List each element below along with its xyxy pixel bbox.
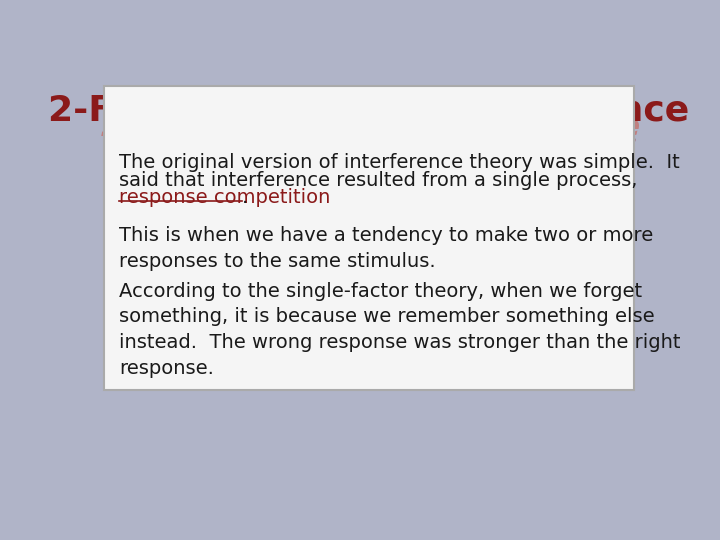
Text: According to the single-factor theory, when we forget
something, it is because w: According to the single-factor theory, w… xyxy=(120,281,681,378)
Text: response competition: response competition xyxy=(120,188,330,207)
Text: The original version of interference theory was simple.  It: The original version of interference the… xyxy=(120,153,680,172)
Text: Factor 1:  Response Competition: Factor 1: Response Competition xyxy=(342,132,636,151)
Text: 2-Factor Theory of Interference: 2-Factor Theory of Interference xyxy=(48,94,690,128)
Text: This is when we have a tendency to make two or more
responses to the same stimul: This is when we have a tendency to make … xyxy=(120,226,654,271)
FancyBboxPatch shape xyxy=(104,85,634,390)
Text: .: . xyxy=(242,188,248,207)
Text: 2-Factor Theory of Interference: 2-Factor Theory of Interference xyxy=(101,112,640,141)
Text: said that interference resulted from a single process,: said that interference resulted from a s… xyxy=(120,171,638,190)
